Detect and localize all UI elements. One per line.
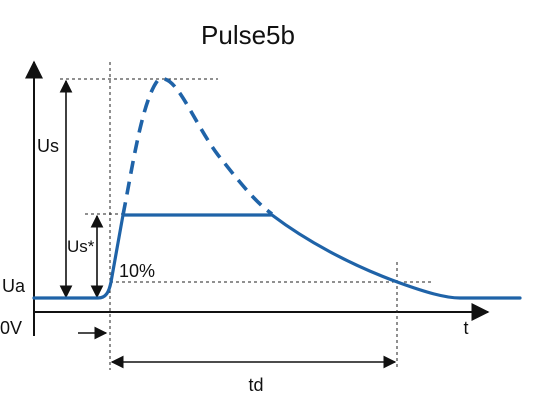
t-axis-label: t <box>463 318 468 338</box>
pulse-peak-dashed-curve <box>121 76 274 216</box>
pulse-solid-curve <box>32 213 522 300</box>
td-label: td <box>248 375 263 395</box>
zero-v-label: 0V <box>0 318 22 338</box>
ua-label: Ua <box>2 276 26 296</box>
us-star-label: Us* <box>67 237 95 256</box>
ten-percent-label: 10% <box>119 261 155 281</box>
diagram-title: Pulse5b <box>201 20 295 50</box>
us-label: Us <box>37 136 59 156</box>
